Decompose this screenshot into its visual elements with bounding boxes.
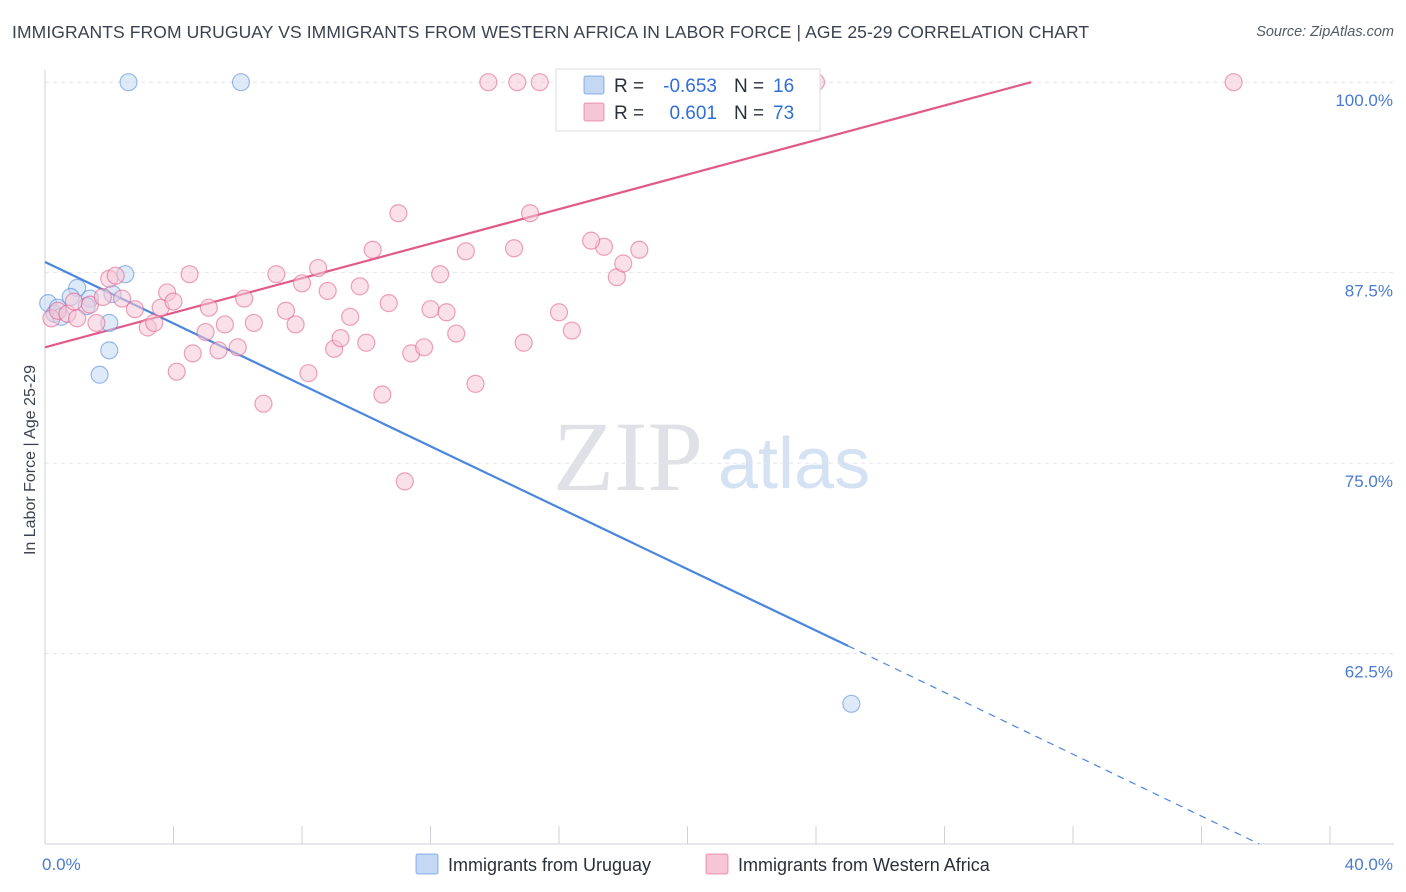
point-western-africa bbox=[164, 292, 183, 311]
y-tick-label: 75.0% bbox=[1345, 472, 1393, 491]
point-western-africa bbox=[431, 265, 450, 284]
point-western-africa bbox=[299, 364, 318, 383]
point-western-africa bbox=[215, 315, 234, 334]
point-western-africa bbox=[112, 289, 132, 308]
point-western-africa bbox=[93, 287, 112, 307]
legend-r-value-uruguay: -0.653 bbox=[663, 76, 717, 97]
point-western-africa bbox=[530, 73, 549, 92]
point-western-africa bbox=[456, 242, 475, 261]
trend-line-extension-uruguay bbox=[847, 645, 1260, 845]
point-western-africa bbox=[180, 265, 199, 284]
point-western-africa bbox=[630, 240, 649, 259]
point-western-africa bbox=[106, 266, 125, 285]
bottom-legend-label-uruguay: Immigrants from Uruguay bbox=[448, 855, 651, 875]
legend-swatch-western-africa bbox=[583, 102, 605, 122]
point-western-africa bbox=[549, 303, 569, 322]
point-western-africa bbox=[421, 300, 440, 319]
bottom-legend-swatch-western-africa bbox=[705, 853, 729, 875]
legend-r-label-uruguay: R = bbox=[614, 76, 644, 97]
point-western-africa bbox=[479, 73, 498, 92]
point-western-africa bbox=[267, 265, 286, 284]
bottom-legend-label-western-africa: Immigrants from Western Africa bbox=[738, 855, 991, 875]
axes bbox=[44, 70, 1394, 845]
legend-swatch-uruguay bbox=[583, 75, 605, 95]
point-western-africa bbox=[504, 239, 524, 258]
point-western-africa bbox=[145, 313, 164, 333]
point-western-africa bbox=[414, 338, 434, 357]
legend-n-label-western-africa: N = bbox=[734, 103, 764, 124]
point-western-africa bbox=[292, 274, 312, 293]
point-western-africa bbox=[209, 341, 228, 360]
x-tick-label: 40.0% bbox=[1345, 855, 1393, 874]
point-western-africa bbox=[466, 374, 485, 393]
point-western-africa bbox=[562, 321, 581, 340]
point-uruguay bbox=[90, 365, 109, 384]
point-western-africa bbox=[514, 333, 533, 352]
point-western-africa bbox=[235, 289, 254, 308]
point-western-africa bbox=[357, 333, 376, 352]
y-tick-label: 87.5% bbox=[1345, 282, 1393, 301]
point-western-africa bbox=[508, 73, 527, 92]
legend: R = -0.653 N = 16 R = 0.601 N = 73 bbox=[555, 68, 821, 132]
point-western-africa bbox=[228, 338, 247, 357]
y-axis-title: In Labor Force | Age 25-29 bbox=[22, 365, 39, 555]
point-western-africa bbox=[341, 307, 360, 326]
data-points bbox=[39, 73, 1243, 713]
point-western-africa bbox=[125, 300, 145, 319]
point-western-africa bbox=[331, 329, 350, 348]
point-western-africa bbox=[437, 303, 456, 322]
y-tick-label: 100.0% bbox=[1335, 91, 1393, 110]
point-western-africa bbox=[350, 277, 369, 296]
point-western-africa bbox=[373, 385, 392, 404]
point-western-africa bbox=[183, 344, 202, 363]
point-western-africa bbox=[199, 298, 218, 317]
point-uruguay bbox=[100, 341, 119, 360]
point-western-africa bbox=[254, 394, 273, 413]
point-western-africa bbox=[395, 472, 414, 491]
legend-n-label-uruguay: N = bbox=[734, 76, 764, 97]
x-tick-labels: 0.0% 40.0% bbox=[42, 855, 1393, 874]
legend-n-value-western-africa: 73 bbox=[773, 103, 794, 124]
point-western-africa bbox=[167, 362, 186, 381]
point-uruguay bbox=[119, 73, 138, 92]
point-western-africa bbox=[276, 301, 296, 320]
x-tick-label: 0.0% bbox=[42, 855, 81, 874]
bottom-legend: Immigrants from Uruguay Immigrants from … bbox=[415, 853, 991, 875]
legend-r-value-western-africa: 0.601 bbox=[669, 103, 717, 124]
point-western-africa bbox=[64, 292, 84, 311]
y-tick-labels: 100.0% 87.5% 75.0% 62.5% bbox=[1335, 91, 1393, 681]
point-western-africa bbox=[582, 231, 601, 250]
watermark-zip: ZIP bbox=[553, 401, 703, 512]
chart-title: IMMIGRANTS FROM URUGUAY VS IMMIGRANTS FR… bbox=[12, 22, 1090, 42]
chart-source: Source: ZipAtlas.com bbox=[1256, 24, 1394, 40]
watermark-atlas: atlas bbox=[718, 424, 870, 504]
point-western-africa bbox=[447, 324, 466, 343]
bottom-legend-swatch-uruguay bbox=[415, 853, 439, 875]
point-western-africa bbox=[308, 258, 328, 278]
point-western-africa bbox=[196, 322, 215, 342]
point-western-africa bbox=[87, 313, 106, 333]
legend-n-value-uruguay: 16 bbox=[773, 76, 794, 97]
point-western-africa bbox=[1224, 73, 1243, 92]
trend-line-uruguay bbox=[44, 260, 849, 647]
point-uruguay bbox=[842, 694, 861, 713]
y-tick-label: 62.5% bbox=[1345, 663, 1393, 682]
point-western-africa bbox=[520, 204, 540, 223]
point-western-africa bbox=[363, 240, 382, 259]
point-western-africa bbox=[318, 281, 337, 301]
point-western-africa bbox=[614, 254, 633, 273]
point-uruguay bbox=[231, 73, 251, 92]
point-western-africa bbox=[389, 204, 408, 223]
point-western-africa bbox=[68, 309, 87, 328]
watermark: ZIP atlas bbox=[553, 401, 870, 512]
legend-r-label-western-africa: R = bbox=[614, 103, 644, 124]
point-western-africa bbox=[244, 313, 263, 333]
point-western-africa bbox=[286, 315, 305, 334]
point-western-africa bbox=[379, 294, 398, 313]
gridlines bbox=[45, 81, 1394, 655]
